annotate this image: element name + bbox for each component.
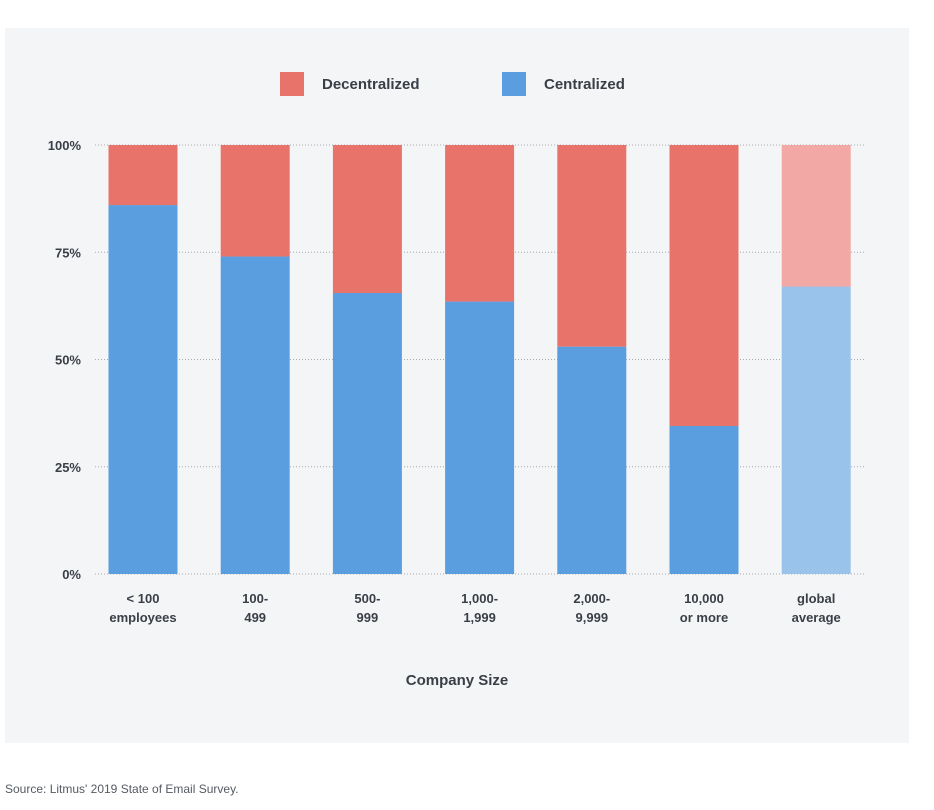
bars	[108, 145, 851, 574]
bar-segment-decentralized	[220, 145, 290, 257]
x-tick-label: 1,000-1,999	[461, 591, 498, 625]
x-tick-label: 10,000 or more	[680, 591, 728, 625]
bar-segment-centralized	[781, 286, 851, 574]
legend: Decentralized Centralized	[280, 72, 625, 96]
y-tick-label: 25%	[55, 460, 81, 475]
bar-segment-centralized	[669, 425, 739, 574]
bar-segment-centralized	[220, 256, 290, 574]
y-tick-label: 75%	[55, 245, 81, 260]
y-tick-label: 100%	[48, 138, 82, 153]
bar-segment-centralized	[445, 301, 515, 574]
bar-segment-centralized	[557, 346, 627, 574]
x-tick-label: 500-999	[354, 591, 380, 625]
y-tick-label: 50%	[55, 353, 81, 368]
legend-swatch-centralized	[502, 72, 526, 96]
stacked-bar-chart: 0% 25% 50% 75% 100% < 100 employees 100-499 500…	[48, 72, 865, 689]
legend-label-decentralized: Decentralized	[322, 76, 420, 93]
y-axis-ticks: 0% 25% 50% 75% 100%	[48, 138, 82, 582]
bar-segment-centralized	[108, 205, 178, 574]
y-tick-label: 0%	[62, 567, 81, 582]
x-tick-label: 100-499	[242, 591, 268, 625]
bar-segment-decentralized	[781, 145, 851, 287]
bar-segment-centralized	[332, 293, 402, 574]
x-tick-label: 2,000-9,999	[573, 591, 610, 625]
legend-label-centralized: Centralized	[544, 76, 625, 93]
x-tick-label: < 100 employees	[109, 591, 176, 625]
x-axis-ticks: < 100 employees 100-499 500-999 1,000-1,999 2…	[109, 591, 840, 625]
bar-segment-decentralized	[557, 145, 627, 347]
x-axis-title: Company Size	[406, 672, 509, 689]
bar-segment-decentralized	[332, 145, 402, 294]
x-tick-label: global average	[792, 591, 841, 625]
source-note: Source: Litmus' 2019 State of Email Surv…	[5, 782, 239, 796]
chart-panel: 0% 25% 50% 75% 100% < 100 employees 100-499 500…	[5, 28, 909, 743]
bar-segment-decentralized	[669, 145, 739, 426]
legend-swatch-decentralized	[280, 72, 304, 96]
bar-segment-decentralized	[445, 145, 515, 302]
bar-segment-decentralized	[108, 145, 178, 206]
